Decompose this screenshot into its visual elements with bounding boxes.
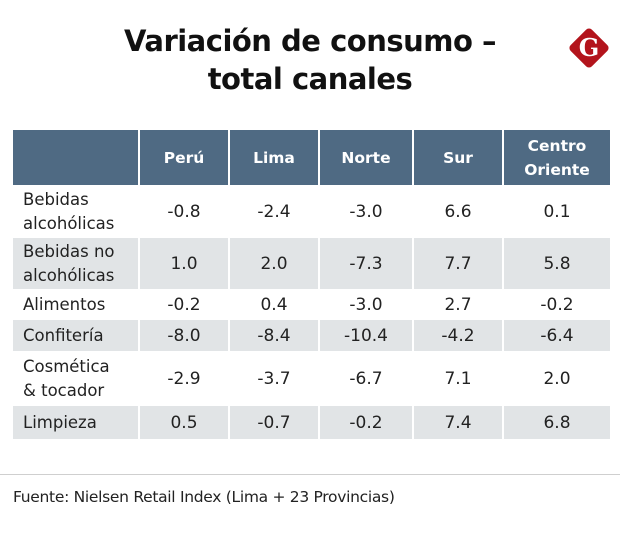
value-cell-norte: -7.3 [320, 238, 412, 289]
value-cell-peru: -8.0 [140, 320, 228, 351]
logo-letter: G [579, 33, 600, 62]
title-line-2: total canales [207, 62, 413, 96]
value-cell-sur: 7.1 [444, 368, 472, 389]
value-cell-sur: -4.2 [414, 320, 502, 351]
value-cell-peru: -0.2 [167, 294, 201, 315]
table-row: Alimentos -0.2 0.4 -3.0 2.7 -0.2 [13, 290, 610, 319]
value-cell-norte: -10.4 [320, 320, 412, 351]
value-cell-norte: -3.0 [349, 294, 383, 315]
row-label-line-1: Cosmética [23, 356, 110, 376]
value-cell-centro-oriente: 0.1 [543, 202, 571, 222]
value-cell-lima: 2.0 [230, 238, 318, 289]
header-cell-empty [13, 130, 138, 185]
header-cell-centro-oriente: Centro Oriente [504, 130, 610, 185]
value-cell-centro-oriente: -0.2 [540, 294, 574, 315]
value-cell-peru: -0.8 [167, 202, 201, 222]
value-cell-lima: 0.4 [260, 294, 288, 315]
value-cell-centro-oriente: -6.4 [504, 320, 610, 351]
row-label: Alimentos [23, 294, 106, 314]
value-cell-peru: 1.0 [140, 238, 228, 289]
row-label-line-1: Bebidas [23, 190, 89, 209]
table-row: Bebidas no alcohólicas 1.0 2.0 -7.3 7.7 5… [13, 238, 610, 289]
row-label: Bebidas no alcohólicas [13, 238, 138, 289]
page-title: Variación de consumo – total canales [60, 22, 560, 98]
value-cell-peru: 0.5 [140, 406, 228, 439]
row-label: Confitería [13, 320, 138, 351]
table-header-row: Perú Lima Norte Sur Centro Oriente [13, 130, 610, 185]
value-cell-norte: -0.2 [320, 406, 412, 439]
value-cell-sur: 2.7 [444, 294, 472, 315]
header-cell-lima: Lima [230, 130, 318, 185]
value-cell-sur: 7.7 [414, 238, 502, 289]
row-label-line-2: alcohólicas [23, 214, 115, 233]
value-cell-centro-oriente: 6.8 [504, 406, 610, 439]
value-cell-lima: -3.7 [257, 368, 291, 389]
header-label-line-2: Oriente [524, 160, 590, 179]
value-cell-peru: -2.9 [167, 368, 201, 389]
table-row: Bebidas alcohólicas -0.8 -2.4 -3.0 6.6 0.… [13, 187, 610, 237]
table-row: Confitería -8.0 -8.4 -10.4 -4.2 -6.4 [13, 320, 610, 351]
value-cell-centro-oriente: 2.0 [543, 368, 571, 389]
footer-divider [0, 474, 620, 475]
header-cell-norte: Norte [320, 130, 412, 185]
row-label: Bebidas alcohólicas [13, 187, 138, 237]
source-note: Fuente: Nielsen Retail Index (Lima + 23 … [13, 488, 395, 506]
row-label: Limpieza [13, 406, 138, 439]
row-label: Cosmética & tocador [13, 352, 138, 405]
value-cell-lima: -0.7 [230, 406, 318, 439]
header-cell-sur: Sur [414, 130, 502, 185]
header-label-line-1: Centro [527, 136, 587, 155]
value-cell-sur: 6.6 [444, 202, 472, 222]
row-label-line-2: & tocador [23, 380, 105, 400]
table-row: Limpieza 0.5 -0.7 -0.2 7.4 6.8 [13, 406, 610, 439]
value-cell-sur: 7.4 [414, 406, 502, 439]
header-cell-peru: Perú [140, 130, 228, 185]
value-cell-centro-oriente: 5.8 [504, 238, 610, 289]
title-line-1: Variación de consumo – [124, 24, 496, 58]
row-label-line-2: alcohólicas [23, 265, 115, 285]
gestion-logo-icon: G [569, 28, 609, 68]
value-cell-lima: -2.4 [257, 202, 291, 222]
row-label-line-1: Bebidas no [23, 241, 115, 261]
value-cell-norte: -6.7 [349, 368, 383, 389]
table-row: Cosmética & tocador -2.9 -3.7 -6.7 7.1 2.… [13, 352, 610, 405]
value-cell-norte: -3.0 [349, 202, 383, 222]
value-cell-lima: -8.4 [230, 320, 318, 351]
